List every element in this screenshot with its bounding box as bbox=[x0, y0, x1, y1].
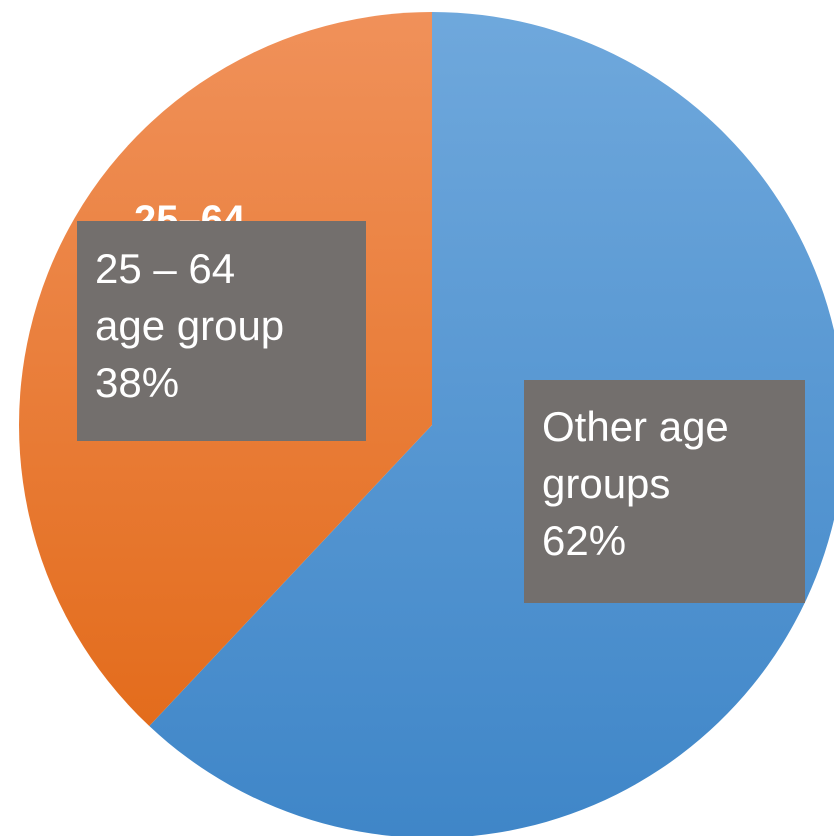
data-label-other-age-groups: Other age groups 62% bbox=[524, 380, 805, 603]
data-label-25-64-age-group: 25 – 64 age group 38% bbox=[77, 221, 366, 441]
pie-slice-other-age-groups bbox=[149, 12, 834, 836]
data-label-line: 38% bbox=[95, 359, 180, 406]
data-label-line: groups bbox=[542, 460, 671, 507]
data-label-line: 25 – 64 bbox=[95, 245, 236, 292]
data-label-line: 62% bbox=[542, 517, 627, 564]
data-label-line: Other age bbox=[542, 403, 729, 450]
data-label-line: age group bbox=[95, 302, 285, 349]
